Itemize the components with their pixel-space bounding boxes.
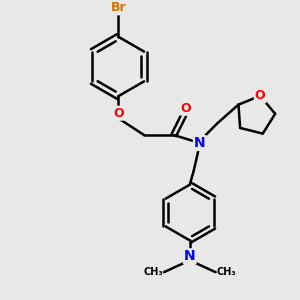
Text: CH₃: CH₃: [217, 267, 236, 277]
Text: O: O: [113, 107, 124, 120]
Text: Br: Br: [110, 1, 126, 14]
Text: N: N: [184, 249, 196, 263]
Text: CH₃: CH₃: [143, 267, 163, 277]
Text: O: O: [181, 102, 191, 115]
Text: O: O: [255, 89, 266, 102]
Text: N: N: [194, 136, 206, 150]
